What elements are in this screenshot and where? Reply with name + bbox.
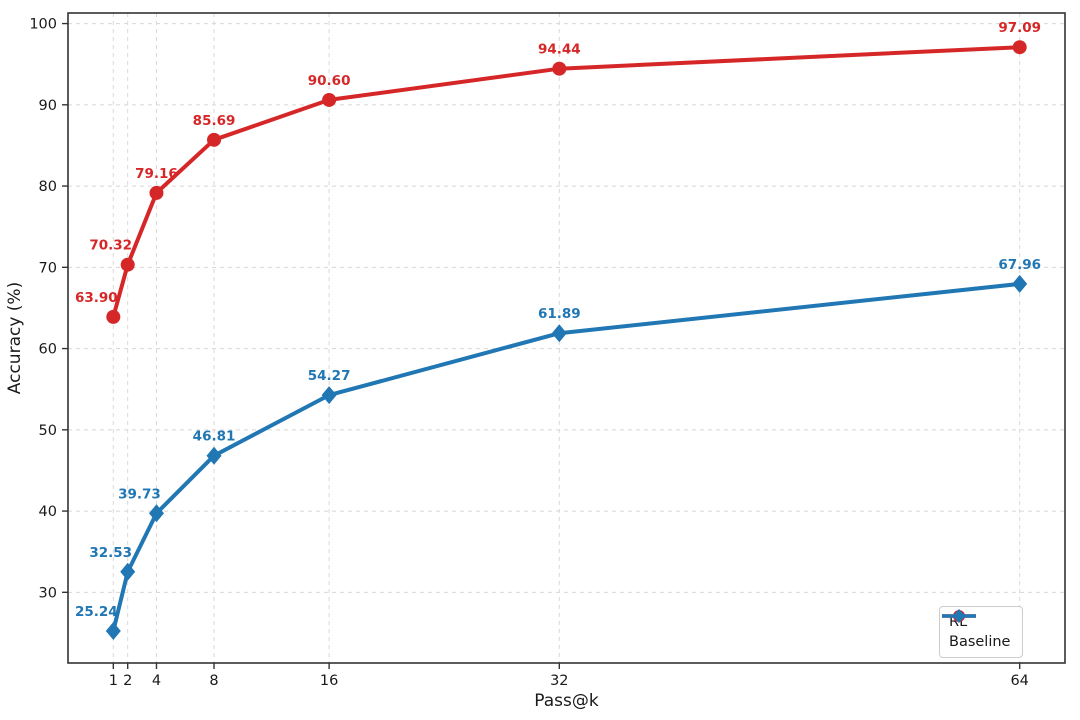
data-point-baseline [321,386,337,405]
y-tick-label: 50 [39,423,57,439]
legend-label: Baseline [949,634,1011,650]
data-point-label-rl: 63.90 [75,290,118,306]
data-point-label-baseline: 46.81 [193,429,236,445]
y-tick-label: 40 [39,504,57,520]
y-axis-title: Accuracy (%) [5,281,25,395]
x-tick-label: 32 [550,673,568,689]
x-tick-label: 16 [320,673,338,689]
data-point-label-rl: 70.32 [89,238,132,254]
x-tick-label: 8 [209,673,218,689]
legend-diamond-marker-icon [942,609,976,623]
series-line-baseline [111,281,1022,633]
data-point-baseline [105,621,121,640]
data-point-rl [207,132,222,147]
y-tick-label: 60 [39,342,57,358]
data-point-baseline [120,562,136,581]
data-point-rl [149,185,164,200]
data-point-rl [322,92,337,107]
legend: RLBaseline [939,606,1024,658]
data-point-label-baseline: 54.27 [308,368,351,384]
y-tick-label: 70 [39,260,57,276]
data-point-rl [106,309,121,324]
data-point-label-baseline: 25.24 [75,604,118,620]
data-point-label-baseline: 39.73 [118,486,161,502]
data-point-baseline [1012,274,1028,293]
y-tick-label: 100 [29,17,57,33]
data-point-rl [120,257,135,272]
series-line-rl [111,45,1022,319]
data-point-label-rl: 85.69 [193,113,236,129]
x-tick-label: 4 [152,673,161,689]
data-point-label-rl: 79.16 [135,166,178,182]
data-point-baseline [206,446,222,465]
data-point-label-baseline: 32.53 [89,545,132,561]
data-point-baseline [551,324,567,343]
y-tick-label: 80 [39,179,57,195]
x-tick-label: 64 [1010,673,1028,689]
data-point-label-baseline: 67.96 [998,257,1041,273]
data-point-rl [552,61,567,76]
data-point-label-rl: 90.60 [308,73,351,89]
data-point-label-baseline: 61.89 [538,306,581,322]
data-point-rl [1012,40,1027,55]
y-tick-label: 30 [39,585,57,601]
y-tick-label: 90 [39,98,57,114]
plot-border [67,12,1066,664]
data-point-label-rl: 97.09 [998,20,1041,36]
legend-item-baseline: Baseline [942,609,1011,650]
x-tick-label: 2 [123,673,132,689]
x-tick-label: 1 [109,673,118,689]
x-axis-title: Pass@k [534,691,599,711]
data-point-baseline [148,504,164,523]
data-point-label-rl: 94.44 [538,42,581,58]
